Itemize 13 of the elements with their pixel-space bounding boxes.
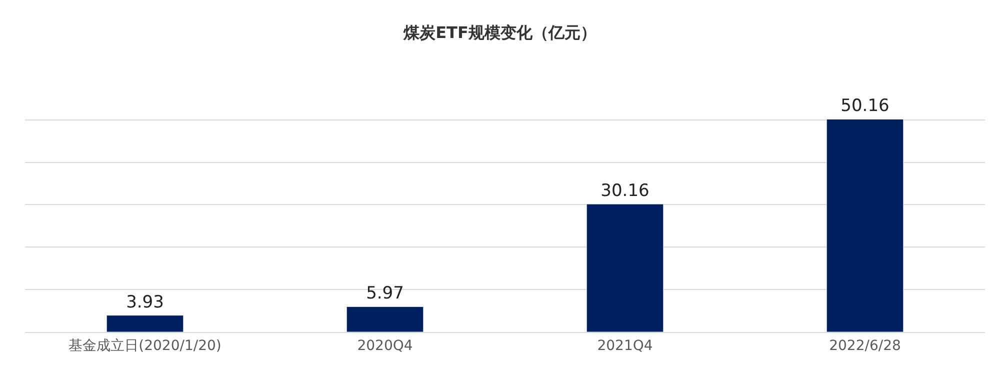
bar <box>346 306 424 332</box>
data-label: 3.93 <box>126 292 164 312</box>
bar <box>826 118 904 332</box>
x-tick-label: 基金成立日(2020/1/20) <box>68 338 222 354</box>
data-label: 30.16 <box>600 181 650 202</box>
x-tick-label: 2020Q4 <box>357 338 413 354</box>
data-label: 50.16 <box>840 96 890 116</box>
x-tick-label: 2021Q4 <box>597 338 653 354</box>
bar <box>106 315 184 332</box>
bar <box>586 204 664 332</box>
x-tick-label: 2022/6/28 <box>829 338 901 354</box>
data-label: 5.97 <box>366 284 404 304</box>
chart-title: 煤炭ETF规模变化（亿元） <box>402 22 596 42</box>
